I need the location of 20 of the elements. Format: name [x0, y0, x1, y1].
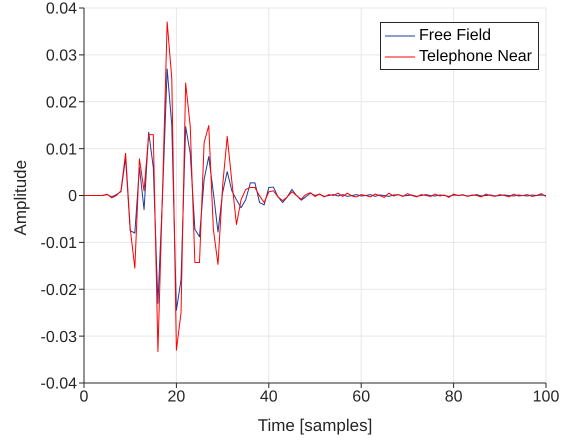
legend-label: Telephone Near	[419, 47, 532, 67]
line-series	[84, 22, 546, 352]
x-tick-label: 0	[80, 388, 89, 406]
x-tick-label: 20	[168, 388, 186, 406]
y-tick-label: 0.03	[46, 48, 78, 65]
x-tick-label: 80	[444, 388, 463, 406]
y-tick-label: 0.02	[46, 94, 78, 112]
y-tick-label: 0.01	[46, 141, 78, 158]
y-axis-title: Amplitude	[11, 160, 30, 236]
legend-label: Free Field	[419, 26, 492, 46]
x-tick-label: 40	[260, 388, 278, 406]
y-tick-label: 0.04	[46, 0, 78, 18]
y-tick-label: -0.04	[40, 376, 78, 393]
y-tick-label: -0.01	[40, 235, 78, 252]
y-tick-label: -0.02	[40, 282, 78, 299]
y-tick-label: 0	[68, 188, 78, 206]
x-tick-label: 60	[352, 388, 370, 406]
x-tick-label: 100	[532, 388, 560, 406]
x-axis-title: Time [samples]	[258, 416, 372, 435]
y-tick-label: -0.03	[40, 328, 78, 346]
